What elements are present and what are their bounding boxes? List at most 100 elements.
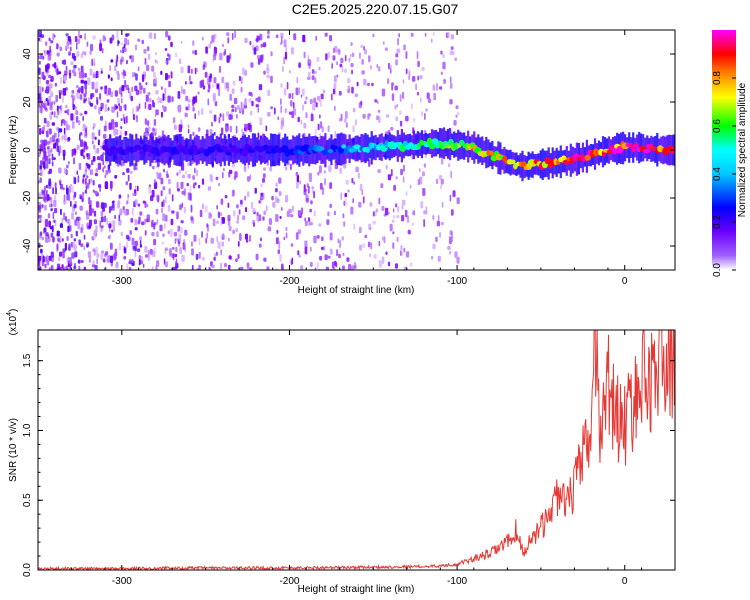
noise-speck xyxy=(118,103,120,107)
noise-speck xyxy=(96,99,99,106)
noise-speck xyxy=(334,105,336,111)
noise-speck xyxy=(403,44,406,51)
noise-speck xyxy=(63,154,65,161)
noise-speck xyxy=(69,72,72,79)
noise-speck xyxy=(49,102,53,111)
noise-speck xyxy=(178,58,182,65)
noise-speck xyxy=(337,49,341,56)
noise-speck xyxy=(329,35,332,42)
noise-speck xyxy=(297,116,300,123)
noise-speck xyxy=(350,42,353,46)
noise-speck xyxy=(175,246,178,253)
noise-speck xyxy=(403,247,406,253)
noise-speck xyxy=(177,91,181,99)
noise-speck xyxy=(433,92,436,101)
colorbar: 0.0 0.2 0.4 0.6 0.8 Normalized spectral ampl… xyxy=(712,30,748,277)
noise-speck xyxy=(276,198,280,203)
noise-speck xyxy=(450,209,454,216)
noise-speck xyxy=(91,81,95,90)
noise-speck xyxy=(117,40,120,44)
noise-speck xyxy=(133,72,136,77)
noise-speck xyxy=(339,167,342,174)
noise-speck xyxy=(68,161,70,165)
noise-speck xyxy=(321,126,324,133)
noise-speck xyxy=(412,211,416,216)
noise-speck xyxy=(231,88,235,94)
noise-speck xyxy=(256,55,260,59)
noise-speck xyxy=(153,238,157,246)
noise-speck xyxy=(284,51,288,60)
noise-speck xyxy=(98,129,101,137)
noise-speck xyxy=(345,111,348,119)
noise-speck xyxy=(401,91,405,99)
noise-speck xyxy=(82,51,84,55)
noise-speck xyxy=(131,86,133,93)
noise-speck xyxy=(175,52,178,58)
noise-speck xyxy=(40,169,44,176)
noise-speck xyxy=(93,231,96,239)
snr-x-label: Height of straight line (km) xyxy=(298,584,415,595)
noise-speck xyxy=(285,226,288,232)
noise-speck xyxy=(396,48,399,54)
noise-speck xyxy=(63,75,68,81)
noise-speck xyxy=(62,149,66,157)
ridge-point xyxy=(293,148,298,155)
noise-speck xyxy=(391,219,395,223)
noise-speck xyxy=(284,108,287,114)
noise-speck xyxy=(333,83,337,90)
noise-speck xyxy=(134,250,137,258)
noise-speck xyxy=(122,113,125,121)
noise-speck xyxy=(372,211,375,217)
noise-speck xyxy=(55,94,58,103)
noise-speck xyxy=(84,83,88,90)
noise-speck xyxy=(39,106,43,114)
noise-speck xyxy=(254,187,257,194)
noise-speck xyxy=(234,171,238,178)
noise-speck xyxy=(93,210,97,217)
noise-speck xyxy=(165,31,169,38)
noise-speck xyxy=(213,114,217,122)
noise-speck xyxy=(39,77,41,85)
noise-speck xyxy=(299,180,302,185)
noise-speck xyxy=(372,220,376,225)
noise-speck xyxy=(454,57,457,62)
noise-speck xyxy=(72,121,75,129)
noise-speck xyxy=(226,32,230,36)
y-tick-label: 1.5 xyxy=(22,353,33,367)
noise-speck xyxy=(81,71,85,79)
noise-speck xyxy=(44,157,48,162)
noise-speck xyxy=(201,108,204,115)
noise-speck xyxy=(220,198,224,205)
ridge-point xyxy=(520,161,527,168)
noise-speck xyxy=(78,162,82,171)
noise-speck xyxy=(73,204,77,209)
noise-speck xyxy=(183,206,186,214)
noise-speck xyxy=(296,181,299,189)
noise-speck xyxy=(110,91,114,98)
noise-speck xyxy=(363,78,367,86)
noise-speck xyxy=(148,97,152,103)
noise-speck xyxy=(134,227,138,231)
noise-speck xyxy=(368,55,371,63)
noise-speck xyxy=(413,117,416,123)
noise-speck xyxy=(277,249,280,255)
noise-speck xyxy=(50,148,53,153)
noise-speck xyxy=(231,189,235,197)
noise-speck xyxy=(114,121,118,128)
noise-speck xyxy=(395,116,398,122)
noise-speck xyxy=(54,82,57,87)
noise-speck xyxy=(225,126,228,133)
noise-speck xyxy=(109,206,111,214)
noise-speck xyxy=(38,55,42,60)
noise-speck xyxy=(60,208,62,216)
noise-speck xyxy=(55,187,57,195)
noise-speck xyxy=(93,71,96,79)
noise-speck xyxy=(372,33,375,38)
noise-speck xyxy=(86,175,89,179)
noise-speck xyxy=(59,76,63,84)
noise-speck xyxy=(92,35,96,40)
noise-speck xyxy=(127,236,131,241)
noise-speck xyxy=(378,240,381,247)
noise-speck xyxy=(302,88,305,96)
noise-speck xyxy=(124,130,128,136)
